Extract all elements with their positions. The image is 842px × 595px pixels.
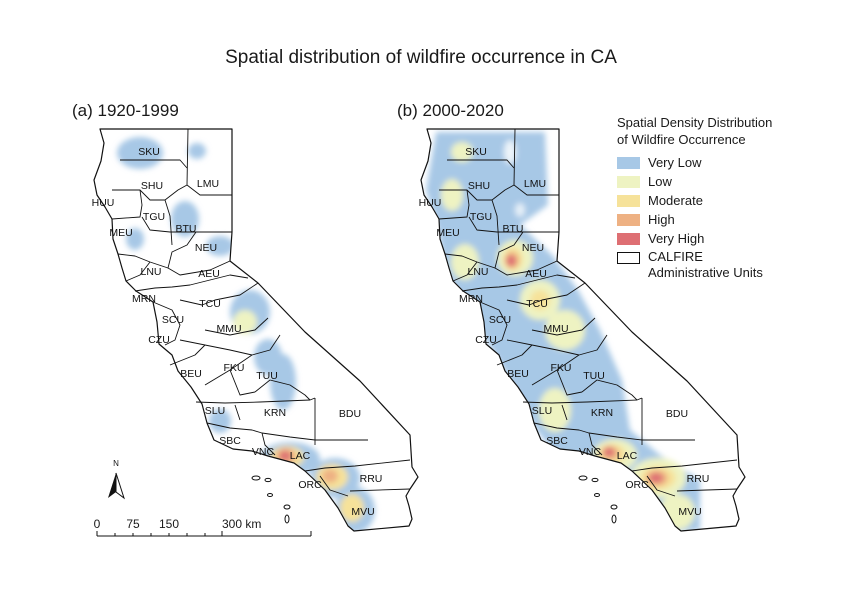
unit-label: MEU (109, 227, 132, 239)
unit-label: BDU (339, 408, 361, 420)
north-arrow: N (108, 459, 125, 500)
unit-label: BDU (666, 408, 688, 420)
unit-label: MRN (132, 293, 156, 305)
unit-label: TGU (143, 211, 165, 223)
unit-labels-a: SKU SHU LMU HUU TGU MEU BTU NEU LNU AEU … (92, 146, 383, 518)
unit-label: BEU (180, 368, 202, 380)
scale-bar: 0 75 150 300 km (92, 517, 322, 531)
unit-label: HUU (419, 197, 442, 209)
panel-label-right: (b) 2000-2020 (397, 101, 504, 120)
unit-label: SLU (205, 405, 225, 417)
unit-label: CZU (148, 334, 170, 346)
unit-label: ORC (298, 479, 322, 491)
unit-label: LAC (290, 450, 311, 462)
unit-label: ORC (625, 479, 649, 491)
legend-item-boundaries: CALFIRE Administrative Units (617, 249, 832, 283)
legend-swatch (617, 232, 640, 245)
unit-label: MMU (543, 323, 568, 335)
unit-label: KRN (591, 407, 613, 419)
legend-title: Spatial Density Distribution of Wildfire… (617, 115, 773, 147)
legend-item-high: High (617, 211, 832, 228)
unit-label: MMU (216, 323, 241, 335)
legend-item-moderate: Moderate (617, 192, 832, 209)
unit-labels-b: SKU SHU LMU HUU TGU MEU BTU NEU LNU AEU … (419, 146, 710, 518)
unit-label: LMU (197, 178, 219, 190)
unit-label: FKU (551, 362, 572, 374)
legend-swatch (617, 175, 640, 188)
unit-label: RRU (360, 473, 383, 485)
legend-item-very-low: Very Low (617, 154, 832, 171)
legend-swatch (617, 194, 640, 207)
scale-bar-graphic (96, 531, 312, 537)
california-map-b (420, 128, 746, 532)
unit-label: RRU (687, 473, 710, 485)
unit-label: VNC (579, 446, 602, 458)
map-title: Spatial distribution of wildfire occurre… (225, 47, 617, 68)
scale-tick-label: 150 (158, 517, 180, 531)
unit-label: SBC (219, 435, 241, 447)
unit-label: HUU (92, 197, 115, 209)
legend-swatch (617, 213, 640, 226)
unit-label: FKU (224, 362, 245, 374)
unit-label: SHU (141, 180, 163, 192)
unit-boundaries-a (111, 128, 411, 497)
unit-label: SBC (546, 435, 568, 447)
unit-label: MEU (436, 227, 459, 239)
scale-tick-label: 300 km (222, 517, 262, 531)
legend-item-very-high: Very High (617, 230, 832, 247)
legend-swatch (617, 156, 640, 169)
unit-label: TUU (583, 370, 605, 382)
unit-label: NEU (522, 242, 544, 254)
unit-label: KRN (264, 407, 286, 419)
unit-label: SCU (489, 314, 511, 326)
legend-item-low: Low (617, 173, 832, 190)
unit-label: CZU (475, 334, 497, 346)
unit-boundaries-b (438, 128, 738, 497)
legend-swatch-outline (617, 252, 640, 264)
north-arrow-label: N (113, 459, 119, 468)
scale-tick-label: 0 (93, 517, 101, 531)
unit-label: VNC (252, 446, 275, 458)
unit-label: TGU (470, 211, 492, 223)
unit-label: AEU (525, 268, 547, 280)
panel-label-left: (a) 1920-1999 (72, 101, 179, 120)
islands-b (578, 475, 618, 524)
north-arrow-icon (108, 473, 116, 498)
unit-label: SKU (138, 146, 160, 158)
unit-label: LNU (140, 266, 161, 278)
unit-label: BTU (176, 223, 197, 235)
unit-label: SLU (532, 405, 552, 417)
unit-label: SKU (465, 146, 487, 158)
unit-label: LNU (467, 266, 488, 278)
unit-label: AEU (198, 268, 220, 280)
unit-label: LMU (524, 178, 546, 190)
unit-label: TUU (256, 370, 278, 382)
unit-label: BTU (503, 223, 524, 235)
scale-tick-label: 75 (126, 517, 140, 531)
unit-label: LAC (617, 450, 638, 462)
unit-label: BEU (507, 368, 529, 380)
unit-label: MVU (678, 506, 701, 518)
unit-label: MRN (459, 293, 483, 305)
unit-label: SCU (162, 314, 184, 326)
legend: Spatial Density Distribution of Wildfire… (617, 114, 832, 285)
unit-label: MVU (351, 506, 374, 518)
islands-a (251, 475, 291, 524)
unit-label: TCU (199, 298, 221, 310)
unit-label: SHU (468, 180, 490, 192)
unit-label: TCU (526, 298, 548, 310)
california-map-a (93, 128, 419, 532)
unit-label: NEU (195, 242, 217, 254)
